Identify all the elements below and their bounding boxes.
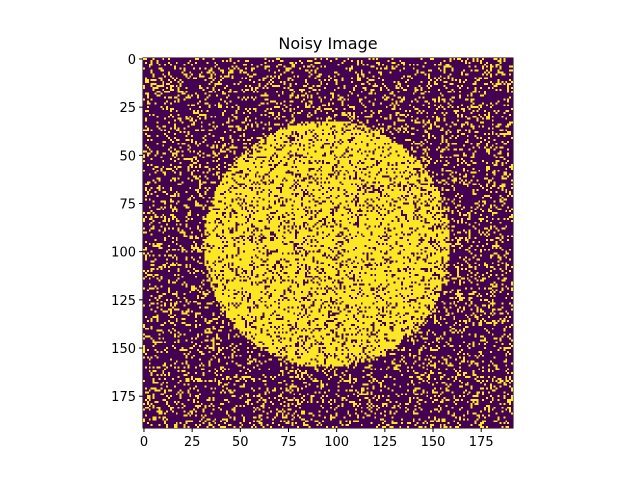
x-tick-label: 75 — [280, 435, 297, 450]
y-tick-label: 100 — [111, 246, 136, 261]
x-tick-label: 50 — [232, 435, 249, 450]
y-tick-label: 25 — [119, 101, 136, 116]
x-tick-label: 100 — [324, 435, 349, 450]
y-tick-label: 175 — [111, 390, 136, 405]
y-tick-label: 125 — [111, 294, 136, 309]
y-tick-label: 75 — [119, 197, 136, 212]
y-tick-label: 0 — [128, 53, 136, 68]
x-axis: 0 25 50 75 100 125 150 175 — [140, 428, 494, 450]
chart-title: Noisy Image — [278, 34, 377, 53]
y-tick-label: 50 — [119, 149, 136, 164]
y-axis: 0 25 50 75 100 125 150 175 — [111, 53, 143, 405]
x-tick-label: 175 — [469, 435, 494, 450]
x-tick-label: 25 — [184, 435, 201, 450]
y-tick-label: 150 — [111, 342, 136, 357]
heatmap-image — [143, 58, 513, 428]
x-tick-label: 125 — [372, 435, 397, 450]
x-tick-label: 150 — [421, 435, 446, 450]
x-tick-label: 0 — [140, 435, 148, 450]
